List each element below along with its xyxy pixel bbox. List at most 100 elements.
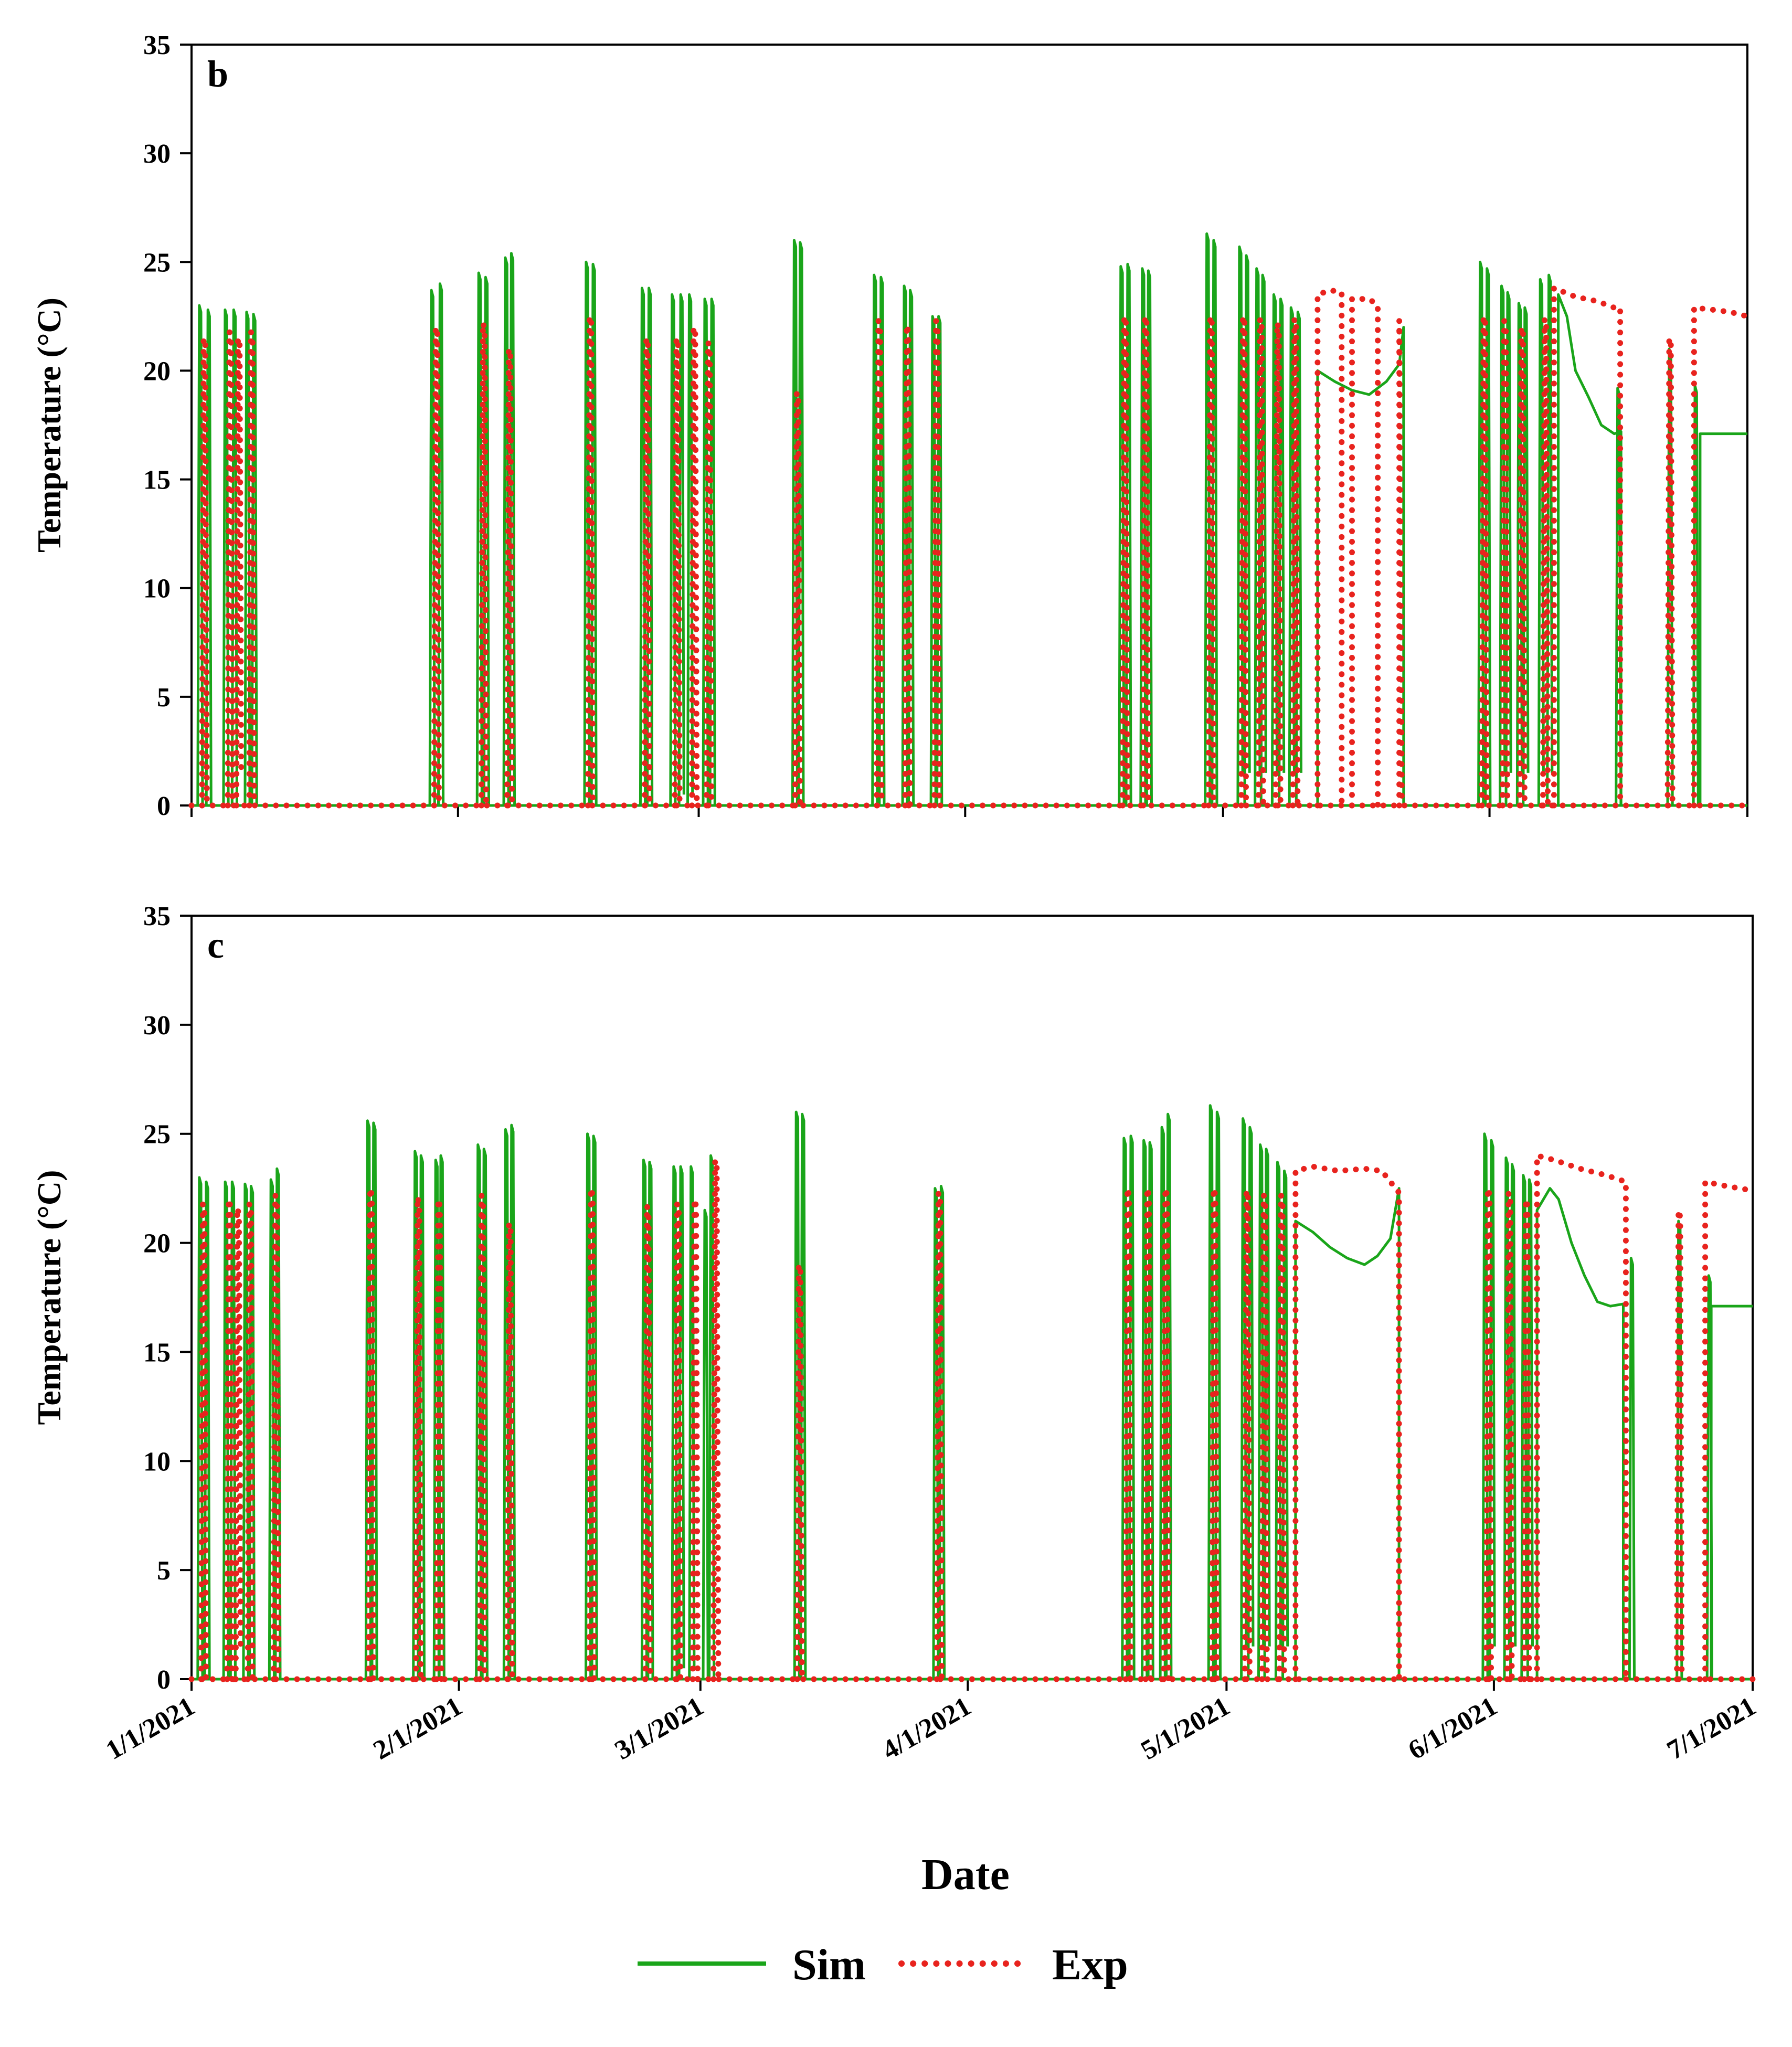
x-tick-label: 4/1/2021	[877, 1691, 977, 1766]
data-spike	[640, 1159, 648, 1680]
data-spike	[585, 1132, 592, 1680]
data-spike	[797, 241, 805, 806]
data-plateau	[1557, 293, 1623, 805]
data-spike	[874, 317, 885, 809]
data-spike	[907, 289, 915, 806]
legend-exp-label: Exp	[1052, 1940, 1128, 1989]
data-spike	[1140, 313, 1151, 809]
data-spike	[1247, 1126, 1255, 1680]
data-spike	[234, 335, 245, 809]
data-spike	[1255, 315, 1266, 809]
data-spike	[418, 1154, 426, 1680]
data-spike	[1477, 260, 1485, 806]
data-spike	[504, 1220, 515, 1682]
x-axis-title: Date	[921, 1850, 1010, 1899]
data-spike	[508, 252, 516, 806]
data-spike	[686, 293, 694, 806]
data-spike	[585, 313, 596, 809]
data-spike	[642, 335, 653, 809]
data-spike	[365, 1185, 376, 1682]
data-spike	[1504, 1190, 1515, 1682]
series-exp	[188, 285, 1751, 809]
data-spike	[690, 1196, 701, 1682]
data-plateau	[1702, 1179, 1756, 1682]
data-spike	[1479, 313, 1490, 809]
data-spike	[792, 389, 803, 809]
data-plateau	[1292, 1163, 1402, 1682]
x-tick-label: 3/1/2021	[610, 1691, 709, 1766]
data-spike	[432, 1159, 440, 1680]
data-spike	[642, 1203, 653, 1682]
data-spike	[370, 1121, 378, 1680]
y-axis-title: Temperature (°C)	[30, 298, 68, 553]
data-spike	[1674, 1207, 1685, 1682]
data-spike	[476, 1192, 487, 1682]
data-spike	[1145, 269, 1153, 806]
data-spike	[711, 1157, 722, 1682]
legend-sim-label: Sim	[792, 1940, 866, 1989]
data-spike	[1504, 291, 1512, 806]
data-spike	[934, 1190, 945, 1682]
data-spike	[245, 1201, 256, 1682]
data-spike	[1122, 1185, 1134, 1682]
data-spike	[203, 1180, 211, 1680]
y-tick-label: 0	[157, 791, 171, 821]
panel-b-chart: 0 5 10 15 20 25 30 35 Temperature (°C) b	[30, 30, 1751, 821]
data-spike	[196, 304, 204, 806]
data-spike	[413, 1194, 424, 1682]
data-spike	[246, 328, 257, 809]
x-tick-label: 7/1/2021	[1662, 1691, 1761, 1766]
panel-label: b	[207, 53, 228, 95]
data-spike	[1500, 317, 1511, 809]
data-spike	[901, 284, 909, 806]
data-spike	[1236, 245, 1244, 806]
data-spike	[1119, 313, 1131, 809]
data-plateau	[1349, 296, 1381, 809]
data-plateau	[1396, 317, 1405, 809]
data-spike	[586, 1185, 597, 1682]
data-spike	[433, 1196, 444, 1682]
data-spike	[646, 1161, 654, 1680]
data-spike	[1664, 335, 1676, 809]
data-spike	[708, 1154, 716, 1680]
data-spike	[478, 320, 489, 809]
data-spike	[1290, 315, 1301, 809]
data-spike	[1481, 1132, 1489, 1680]
data-spike	[931, 317, 942, 809]
data-spike	[1484, 267, 1492, 806]
data-plateau	[1710, 1304, 1753, 1679]
data-spike	[1540, 315, 1551, 809]
plot-frame	[190, 915, 1754, 1680]
data-spike	[198, 1201, 209, 1682]
data-spike	[504, 346, 515, 809]
data-spike	[672, 1201, 684, 1682]
data-spike	[1517, 324, 1528, 809]
data-spike	[1526, 1178, 1534, 1680]
data-spike	[199, 335, 210, 809]
series-sim	[192, 232, 1747, 807]
data-spike	[1238, 313, 1249, 809]
y-tick-label: 30	[143, 1011, 171, 1041]
data-spike	[1257, 1143, 1265, 1680]
data-spike	[1242, 1187, 1253, 1682]
data-spike	[702, 298, 709, 806]
data-spike	[1278, 298, 1286, 806]
data-spike	[1205, 313, 1216, 809]
y-tick-label: 25	[143, 1120, 171, 1150]
data-spike	[1165, 1112, 1173, 1680]
data-spike	[431, 324, 442, 809]
data-spike	[1141, 1139, 1149, 1680]
data-spike	[1142, 1185, 1153, 1682]
data-spike	[590, 1134, 598, 1680]
data-spike	[902, 322, 913, 809]
data-spike	[271, 1192, 282, 1682]
data-spike	[1276, 1192, 1287, 1682]
data-spike	[583, 260, 591, 806]
data-spike	[428, 289, 436, 806]
panel-label: c	[207, 924, 224, 966]
data-plateau	[1535, 1187, 1625, 1679]
plot-frame	[190, 44, 1748, 807]
data-spike	[1273, 320, 1284, 809]
series-exp	[188, 1152, 1756, 1682]
